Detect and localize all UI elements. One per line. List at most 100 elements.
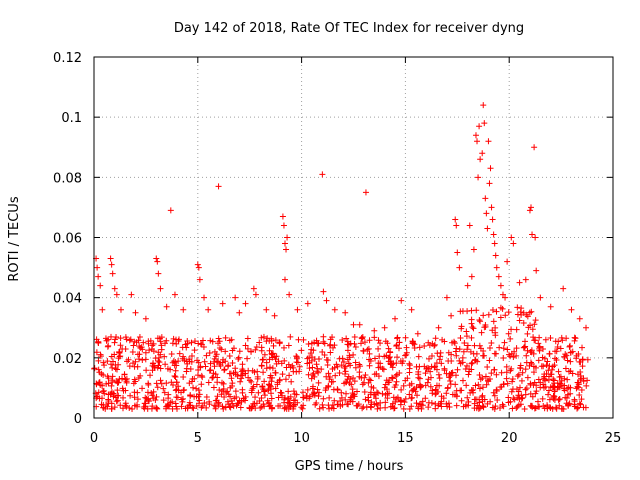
data-point (547, 384, 554, 391)
data-point (334, 387, 341, 394)
data-point (432, 335, 439, 342)
data-point (285, 388, 292, 395)
data-point (163, 380, 170, 387)
data-point (427, 368, 434, 375)
data-point (122, 376, 129, 383)
data-point (186, 358, 193, 365)
data-point (530, 334, 537, 341)
data-point (325, 382, 332, 389)
data-point (95, 340, 102, 347)
data-point (361, 339, 368, 346)
data-point (514, 304, 521, 311)
data-point (457, 387, 464, 394)
data-point (530, 369, 537, 376)
data-point (486, 180, 493, 187)
data-point (516, 279, 523, 286)
data-point (319, 401, 326, 408)
data-point (234, 372, 241, 379)
data-point (212, 397, 219, 404)
data-point (555, 368, 562, 375)
y-tick-label: 0.06 (53, 232, 82, 247)
data-point (157, 365, 164, 372)
data-point (530, 363, 537, 370)
data-point (413, 384, 420, 391)
data-point (392, 315, 399, 322)
data-point (293, 353, 300, 360)
data-point (127, 392, 134, 399)
data-point (319, 349, 326, 356)
data-point (485, 138, 492, 145)
data-point (221, 394, 228, 401)
x-tick-label: 10 (293, 431, 310, 446)
data-point (382, 404, 389, 411)
x-tick-label: 0 (90, 431, 98, 446)
data-point (167, 207, 174, 214)
data-point (263, 338, 270, 345)
data-point (248, 378, 255, 385)
data-point (444, 384, 451, 391)
data-point (237, 378, 244, 385)
data-point (136, 333, 143, 340)
data-point (281, 276, 288, 283)
data-point (338, 389, 345, 396)
data-point (144, 389, 151, 396)
data-point (452, 216, 459, 223)
data-point (548, 371, 555, 378)
data-point (182, 341, 189, 348)
data-point (343, 335, 350, 342)
data-point (95, 357, 102, 364)
data-point (309, 385, 316, 392)
data-point (477, 376, 484, 383)
data-point (561, 353, 568, 360)
data-point (414, 330, 421, 337)
data-point (276, 377, 283, 384)
data-point (545, 391, 552, 398)
data-point (285, 342, 292, 349)
data-point (453, 402, 460, 409)
data-point (463, 362, 470, 369)
data-point (99, 306, 106, 313)
data-point (268, 335, 275, 342)
data-point (152, 355, 159, 362)
data-point (531, 379, 538, 386)
data-point (198, 381, 205, 388)
data-point (131, 394, 138, 401)
data-point (573, 355, 580, 362)
data-point (305, 340, 312, 347)
y-axis-label: ROTI / TECUs (7, 196, 22, 281)
data-point (316, 355, 323, 362)
data-point (516, 317, 523, 324)
data-point (197, 363, 204, 370)
data-point (97, 282, 104, 289)
data-point (464, 342, 471, 349)
data-point (293, 355, 300, 362)
data-point (468, 334, 475, 341)
data-point (103, 380, 110, 387)
data-point (211, 348, 218, 355)
data-point (202, 363, 209, 370)
data-point (145, 380, 152, 387)
data-point (452, 372, 459, 379)
data-point (339, 336, 346, 343)
data-point (179, 395, 186, 402)
data-point (279, 371, 286, 378)
data-point (100, 359, 107, 366)
data-point (272, 385, 279, 392)
data-point (325, 370, 332, 377)
data-point (281, 405, 288, 412)
data-point (436, 382, 443, 389)
data-point (276, 340, 283, 347)
data-point (389, 403, 396, 410)
data-point (225, 391, 232, 398)
data-point (305, 371, 312, 378)
data-point (320, 288, 327, 295)
data-point (517, 365, 524, 372)
data-point (372, 355, 379, 362)
data-point (583, 324, 590, 331)
data-point (261, 403, 268, 410)
data-point (98, 401, 105, 408)
x-tick-label: 25 (605, 431, 622, 446)
data-point (199, 337, 206, 344)
data-point (535, 376, 542, 383)
data-point (285, 361, 292, 368)
